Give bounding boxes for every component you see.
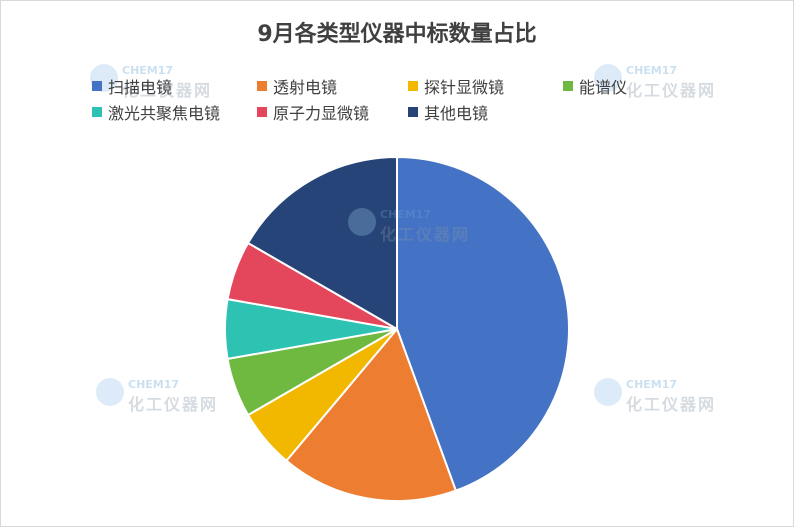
watermark: CHEM17 化工仪器网 bbox=[594, 64, 716, 101]
legend-swatch bbox=[257, 107, 267, 117]
watermark: CHEM17 化工仪器网 bbox=[96, 378, 218, 415]
legend-item[interactable]: 透射电镜 bbox=[257, 74, 337, 98]
legend-item[interactable]: 扫描电镜 bbox=[92, 74, 172, 98]
legend-swatch bbox=[257, 81, 267, 91]
legend-swatch bbox=[92, 107, 102, 117]
legend-label: 扫描电镜 bbox=[108, 78, 173, 97]
pie-slice-1[interactable] bbox=[285, 327, 458, 502]
legend-swatch bbox=[408, 81, 418, 91]
legend-label: 能谱仪 bbox=[579, 78, 628, 97]
legend-label: 其他电镜 bbox=[424, 104, 489, 123]
chart-title: 9月各类型仪器中标数量占比 bbox=[257, 22, 537, 47]
pie-slice-0[interactable] bbox=[396, 155, 570, 492]
legend-swatch bbox=[408, 107, 418, 117]
legend-label: 原子力显微镜 bbox=[273, 104, 370, 123]
watermark: CHEM17 化工仪器网 bbox=[348, 208, 470, 245]
legend-item[interactable]: 能谱仪 bbox=[563, 74, 627, 98]
legend-label: 透射电镜 bbox=[273, 78, 338, 97]
legend-label: 激光共聚焦电镜 bbox=[108, 104, 221, 123]
legend-label: 探针显微镜 bbox=[424, 78, 505, 97]
legend-item[interactable]: 原子力显微镜 bbox=[257, 100, 369, 124]
legend-item[interactable]: 其他电镜 bbox=[408, 100, 488, 124]
legend-swatch bbox=[92, 81, 102, 91]
legend-item[interactable]: 探针显微镜 bbox=[408, 74, 504, 98]
legend-swatch bbox=[563, 81, 573, 91]
legend-item[interactable]: 激光共聚焦电镜 bbox=[92, 100, 220, 124]
pie-slice-6[interactable] bbox=[246, 155, 398, 331]
watermark: CHEM17 化工仪器网 bbox=[594, 378, 716, 415]
